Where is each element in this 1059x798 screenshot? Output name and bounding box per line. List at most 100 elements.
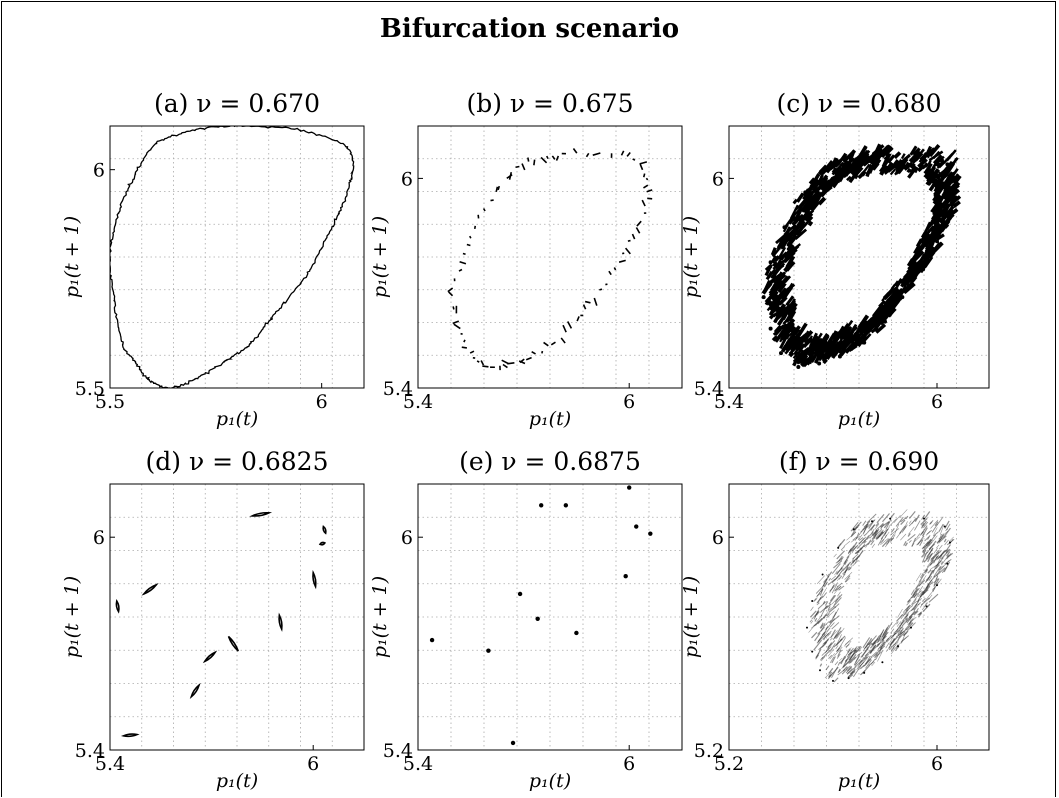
data-point <box>836 550 845 560</box>
data-point <box>856 661 865 670</box>
data-point <box>837 662 841 666</box>
data-point <box>779 351 783 356</box>
data-point <box>935 564 940 570</box>
data-point <box>466 243 471 247</box>
data-point <box>859 670 866 676</box>
data-point <box>814 617 818 622</box>
data-point <box>863 540 867 544</box>
data-point <box>906 258 915 268</box>
data-point <box>850 535 861 543</box>
data-point <box>918 580 922 586</box>
data-point <box>878 531 883 538</box>
data-point <box>928 593 939 603</box>
data-point <box>903 282 916 295</box>
data-point <box>874 653 879 659</box>
data-point <box>816 611 820 616</box>
data-point <box>897 631 906 641</box>
data-point <box>940 561 944 565</box>
data-point <box>798 213 804 220</box>
data-point <box>950 173 959 184</box>
data-point <box>913 166 919 174</box>
data-point <box>639 163 644 171</box>
data-point <box>885 518 892 530</box>
data-point <box>897 637 907 646</box>
data-point <box>949 541 951 544</box>
data-point <box>448 291 454 297</box>
data-point <box>794 325 801 333</box>
x-tick-label: 6 <box>931 391 943 413</box>
data-point <box>774 277 779 283</box>
data-point <box>155 142 158 145</box>
data-point <box>889 517 892 520</box>
data-point <box>861 163 871 175</box>
data-point <box>945 149 957 162</box>
data-point <box>884 634 892 644</box>
data-point <box>908 520 912 524</box>
data-point <box>872 530 877 537</box>
data-point <box>645 177 649 181</box>
data-point <box>897 645 899 648</box>
data-point <box>820 623 826 632</box>
data-point <box>850 531 857 538</box>
data-point <box>913 603 920 611</box>
data-point <box>810 610 817 618</box>
data-point <box>643 184 649 189</box>
data-point <box>903 524 908 531</box>
data-point <box>925 530 931 536</box>
data-point <box>632 158 636 161</box>
data-point <box>883 521 890 529</box>
subplot-title: (e) ν = 0.6875 <box>459 447 641 476</box>
marks-group <box>761 143 962 370</box>
data-point <box>921 522 925 527</box>
data-point <box>908 526 915 535</box>
data-point <box>806 626 808 629</box>
data-point <box>828 654 833 659</box>
data-point <box>834 597 842 606</box>
data-point <box>863 671 866 674</box>
data-point <box>797 217 803 222</box>
data-point <box>839 635 846 642</box>
data-point <box>840 162 847 168</box>
data-point <box>924 569 928 574</box>
data-point <box>531 350 536 355</box>
data-point <box>895 516 904 527</box>
data-point <box>613 267 617 271</box>
data-point <box>803 190 808 195</box>
data-point <box>922 541 929 549</box>
data-point <box>193 378 196 381</box>
x-tick-label: 5.4 <box>403 391 433 413</box>
data-point <box>770 300 776 306</box>
data-point <box>818 333 830 348</box>
data-point <box>861 646 869 658</box>
data-point <box>870 147 884 160</box>
data-point <box>850 559 855 566</box>
data-point <box>458 268 463 272</box>
data-point <box>913 592 918 599</box>
data-point <box>933 565 941 578</box>
data-point <box>802 209 815 221</box>
data-point <box>897 629 903 636</box>
data-point <box>508 171 513 180</box>
data-point <box>935 161 941 168</box>
data-point <box>822 600 826 605</box>
data-point <box>459 260 467 265</box>
data-point <box>923 221 932 234</box>
data-point <box>831 656 836 664</box>
data-point <box>811 650 814 653</box>
data-point <box>941 566 948 574</box>
data-point <box>533 159 536 166</box>
data-point <box>845 666 849 671</box>
data-point <box>918 585 924 592</box>
data-point <box>944 539 949 546</box>
data-point <box>642 173 646 178</box>
data-point <box>769 283 778 292</box>
data-point <box>872 647 883 657</box>
data-point <box>840 342 849 351</box>
data-point <box>933 553 937 556</box>
data-point <box>946 551 951 557</box>
data-point <box>620 150 625 156</box>
data-point <box>486 648 491 653</box>
